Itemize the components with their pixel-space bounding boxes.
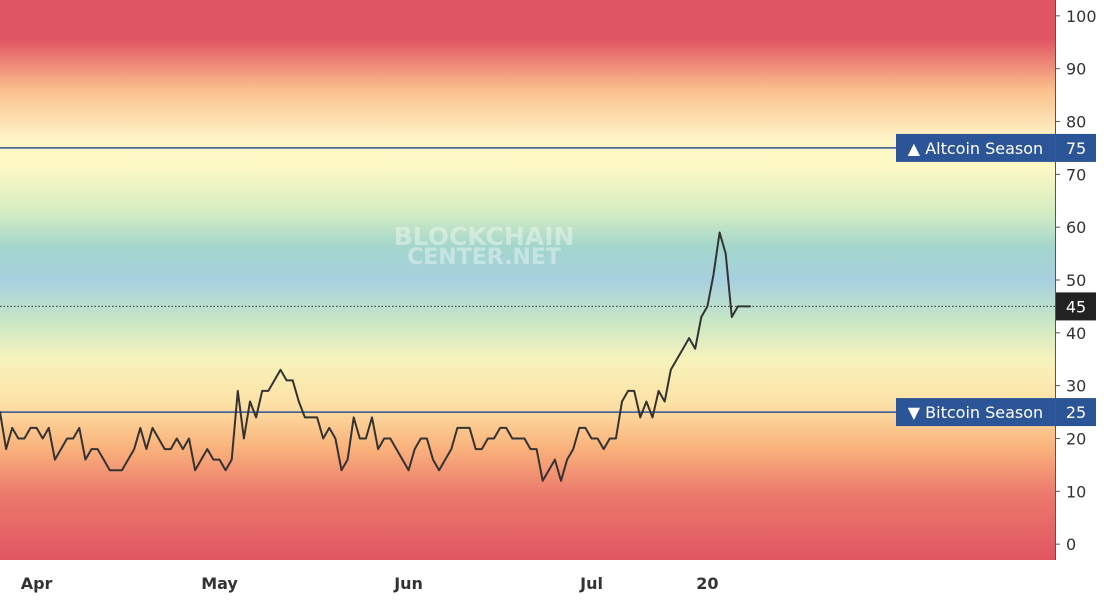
current-value-badge — [1056, 292, 1096, 321]
y-tick-label-50: 50 — [1066, 271, 1086, 290]
x-tick-label-may: May — [201, 574, 238, 593]
y-axis-panel — [1055, 0, 1104, 560]
series-line-0 — [0, 231, 752, 482]
x-tick-label-20: 20 — [696, 574, 718, 593]
x-tick-label-apr: Apr — [21, 574, 53, 593]
y-tick-label-90: 90 — [1066, 60, 1086, 79]
y-axis-ticks: 0 10 20 30 40 50 60 70 80 90 100 — [1055, 7, 1097, 554]
altcoin-season-label-box — [896, 133, 1055, 162]
bitcoin-season-label: ▼ Bitcoin Season — [908, 403, 1043, 422]
y-tick-label-100: 100 — [1066, 7, 1097, 26]
altcoin-season-label: ▲ Altcoin Season — [908, 139, 1043, 158]
y-tick-label-0: 0 — [1066, 535, 1076, 554]
series-layer — [0, 231, 752, 482]
y-tick-label-10: 10 — [1066, 482, 1086, 501]
x-axis-panel — [0, 560, 1104, 598]
y-tick-label-30: 30 — [1066, 377, 1086, 396]
watermark-line2: CENTER.NET — [407, 245, 561, 270]
altcoin-season-value-label: 75 — [1066, 139, 1086, 158]
y-tick-label-80: 80 — [1066, 113, 1086, 132]
y-tick-label-70: 70 — [1066, 165, 1086, 184]
y-tick-label-40: 40 — [1066, 324, 1086, 343]
bitcoin-season-value-badge — [1056, 398, 1096, 427]
current-value-label: 45 — [1066, 297, 1086, 316]
y-tick-label-60: 60 — [1066, 218, 1086, 237]
x-tick-label-jul: Jul — [579, 574, 603, 593]
x-tick-label-jun: Jun — [393, 574, 423, 593]
reference-lines — [0, 147, 1055, 413]
bitcoin-season-value-label: 25 — [1066, 403, 1086, 422]
x-axis-ticks: Apr May Jun Jul 20 — [21, 574, 719, 593]
plot-background — [0, 0, 1055, 560]
y-tick-label-20: 20 — [1066, 429, 1086, 448]
altcoin-season-value-badge — [1056, 133, 1096, 162]
bitcoin-season-label-box — [896, 398, 1055, 427]
watermark-line1: BLOCKCHAIN — [394, 222, 575, 251]
axis-badges: ▲ Altcoin Season 75 ▼ Bitcoin Season 25 45 — [896, 133, 1096, 427]
